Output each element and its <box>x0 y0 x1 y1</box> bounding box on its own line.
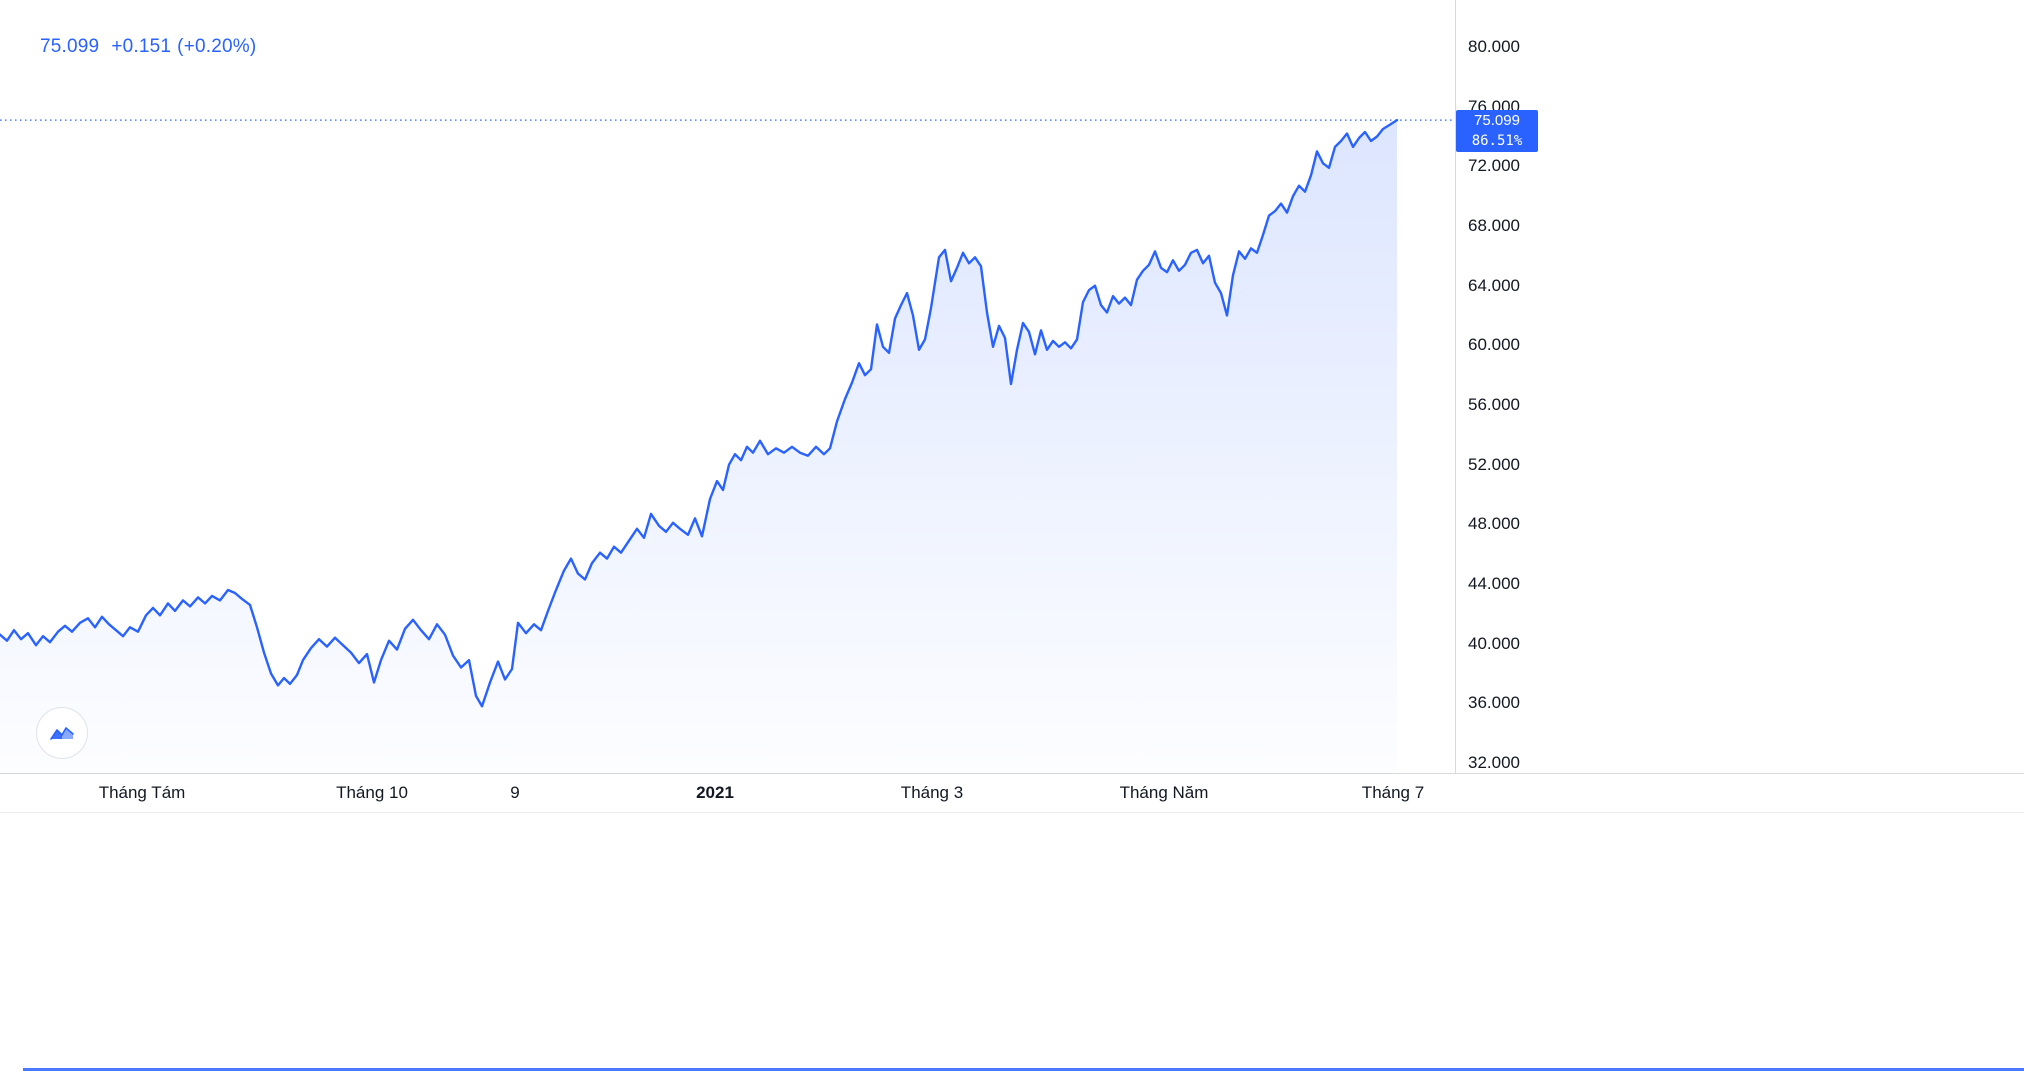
time-tick-label: Tháng 3 <box>900 783 964 802</box>
price-tick-label: 32.000 <box>1468 753 1520 772</box>
time-tick-label: Tháng Năm <box>1119 783 1209 802</box>
price-tick-label: 64.000 <box>1468 275 1520 295</box>
price-change-percent: (+0.20%) <box>177 36 257 57</box>
price-tick-label: 60.000 <box>1468 335 1520 355</box>
time-scale[interactable]: Tháng Tám Tháng 10 9 2021 Tháng 3 Tháng Năm Th… <box>0 773 2024 813</box>
price-change: +0.151 <box>111 36 172 57</box>
time-tick-label: 9 <box>510 783 520 802</box>
price-badge-value: 75.099 <box>1456 110 1538 132</box>
price-tick-label: 48.000 <box>1468 514 1520 534</box>
price-tick-label: 68.000 <box>1468 216 1520 235</box>
price-tick-label: 44.000 <box>1468 574 1520 593</box>
time-tick-label: 2021 <box>696 783 734 802</box>
bottom-divider <box>23 1068 2024 1071</box>
price-tick-label: 80.000 <box>1468 37 1520 56</box>
price-tick-label: 36.000 <box>1468 693 1520 713</box>
time-tick-label: Tháng Tám <box>98 783 186 802</box>
symbol-quote: 75.099 +0.151 (+0.20%) <box>40 36 256 58</box>
time-tick-label: Tháng 7 <box>1361 783 1425 802</box>
price-tick-label: 56.000 <box>1468 395 1520 414</box>
last-price: 75.099 <box>40 36 100 57</box>
time-tick-label: Tháng 10 <box>336 783 408 802</box>
price-line <box>0 118 1399 708</box>
price-line-chart[interactable] <box>0 0 1455 773</box>
chart-widget: 75.099 +0.151 (+0.20%) 80.000 76.000 72.000 6… <box>0 0 2024 813</box>
current-price-badge: 75.099 86.51% <box>1456 110 1538 153</box>
price-badge-percent: 86.51% <box>1456 131 1538 153</box>
area-chart-icon <box>50 727 74 740</box>
chart-logo-button[interactable] <box>36 707 88 759</box>
price-tick-label: 52.000 <box>1468 454 1520 474</box>
price-tick-label: 72.000 <box>1468 156 1520 176</box>
chart-plot-area[interactable] <box>0 0 1455 773</box>
price-tick-label: 40.000 <box>1468 633 1520 653</box>
price-scale[interactable]: 80.000 76.000 72.000 68.000 64.000 60.000 56.0… <box>1455 0 2024 813</box>
area-fill <box>0 120 1397 773</box>
